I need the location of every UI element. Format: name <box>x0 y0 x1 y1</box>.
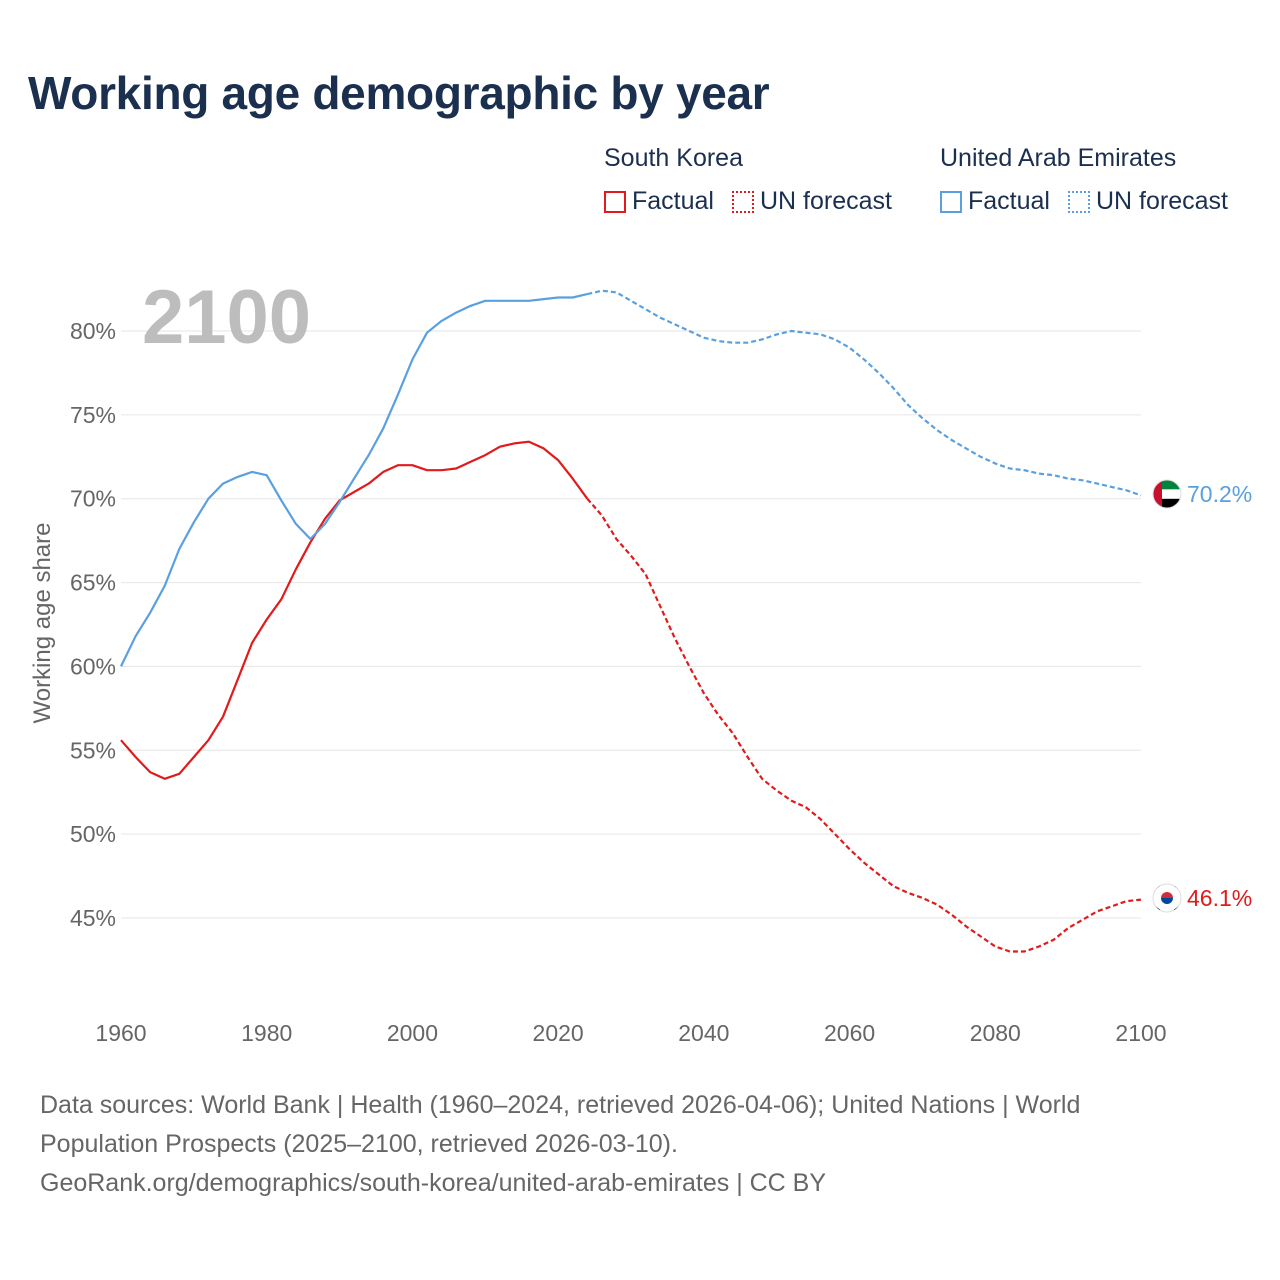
line-chart: 2100 45% 50% 55% 60% 65% 70% 75% 80% 1960 1980 200… <box>29 275 1252 1046</box>
x-tick-label: 1960 <box>95 1020 146 1046</box>
legend-group-title: South Korea <box>604 144 743 172</box>
chart-title: Working age demographic by year <box>28 67 770 119</box>
y-tick-label: 65% <box>70 570 116 596</box>
legend-item-south-korea-factual[interactable]: Factual <box>604 187 714 216</box>
footer-line: Data sources: World Bank | Health (1960–… <box>40 1091 1081 1119</box>
y-tick-label: 50% <box>70 821 116 847</box>
x-tick-label: 1980 <box>241 1020 292 1046</box>
series-line-south-korea-forecast[interactable] <box>586 497 1142 953</box>
x-tick-label: 2060 <box>824 1020 875 1046</box>
uae-end-label: 70.2% <box>1187 481 1252 507</box>
south-korea-flag-icon <box>1152 883 1182 913</box>
y-tick-label: 80% <box>70 318 116 344</box>
legend-label: UN forecast <box>759 187 892 215</box>
legend-group-uae: United Arab Emirates Factual UN forecast <box>940 144 1228 216</box>
y-tick-label: 55% <box>70 737 116 763</box>
x-tick-label: 2040 <box>678 1020 729 1046</box>
x-tick-label: 2020 <box>533 1020 584 1046</box>
y-axis-title: Working age share <box>29 523 56 724</box>
legend-swatch-dotted <box>1067 190 1090 213</box>
legend-label: Factual <box>632 187 714 215</box>
y-tick-label: 45% <box>70 905 116 931</box>
y-tick-label: 70% <box>70 486 116 512</box>
uae-flag-icon <box>1152 479 1182 509</box>
footer-line: GeoRank.org/demographics/south-korea/uni… <box>40 1169 827 1197</box>
legend-item-south-korea-forecast[interactable]: UN forecast <box>731 187 892 216</box>
series-line-united-arab-emirates-forecast[interactable] <box>587 289 1142 497</box>
legend-swatch-dotted <box>731 190 754 213</box>
y-tick-label: 75% <box>70 402 116 428</box>
legend-item-uae-factual[interactable]: Factual <box>940 187 1050 216</box>
x-tick-label: 2100 <box>1115 1020 1166 1046</box>
footer-sources: Data sources: World Bank | Health (1960–… <box>40 1086 1240 1203</box>
legend-group-south-korea: South Korea Factual UN forecast <box>604 144 892 216</box>
x-tick-label: 2080 <box>970 1020 1021 1046</box>
legend-label: UN forecast <box>1095 187 1228 215</box>
legend-item-uae-forecast[interactable]: UN forecast <box>1067 187 1228 216</box>
series-line-south-korea-factual[interactable] <box>120 440 589 780</box>
year-watermark: 2100 <box>142 275 311 360</box>
x-tick-label: 2000 <box>387 1020 438 1046</box>
legend-group-title: United Arab Emirates <box>940 144 1177 172</box>
y-tick-label: 60% <box>70 653 116 679</box>
legend-swatch-solid <box>940 190 962 213</box>
series-line-united-arab-emirates-factual[interactable] <box>120 293 588 667</box>
south-korea-end-label: 46.1% <box>1187 885 1252 911</box>
footer-line: Population Prospects (2025–2100, retriev… <box>40 1130 678 1158</box>
legend-swatch-solid <box>604 190 626 213</box>
legend-label: Factual <box>968 187 1050 215</box>
